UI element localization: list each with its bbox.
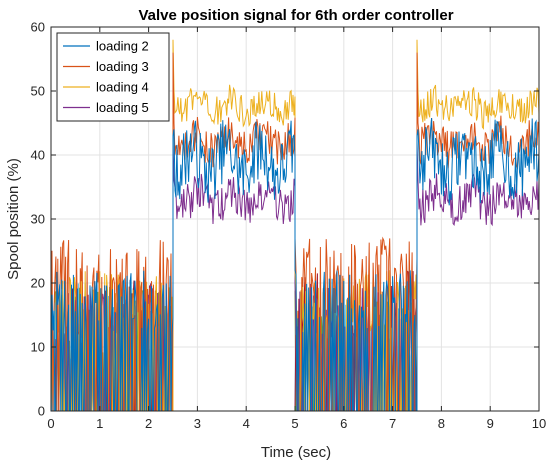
legend-label: loading 4 [96, 80, 149, 95]
x-tick-label: 10 [532, 416, 546, 431]
axes [50, 26, 540, 412]
x-tick-label: 7 [389, 416, 396, 431]
x-tick-label: 3 [194, 416, 201, 431]
y-tick-label: 60 [31, 20, 45, 35]
y-axis-label: Spool position (%) [5, 158, 22, 280]
legend-label: loading 3 [96, 59, 149, 74]
x-tick-label: 8 [438, 416, 445, 431]
x-axis-label: Time (sec) [261, 444, 331, 461]
x-tick-label: 5 [291, 416, 298, 431]
legend-label: loading 5 [96, 100, 149, 115]
tick-labels: 0 1 2 3 4 5 6 7 8 9 10 0 10 20 30 40 50 60 [31, 20, 547, 432]
y-tick-label: 10 [31, 340, 45, 355]
legend-label: loading 2 [96, 39, 149, 54]
x-tick-label: 6 [340, 416, 347, 431]
y-tick-label: 40 [31, 148, 45, 163]
y-tick-label: 50 [31, 84, 45, 99]
x-tick-label: 4 [243, 416, 250, 431]
chart-title: Valve position signal for 6th order cont… [138, 7, 453, 24]
legend: loading 2 loading 3 loading 4 loading 5 [56, 32, 170, 122]
x-tick-label: 0 [47, 416, 54, 431]
y-tick-label: 20 [31, 276, 45, 291]
x-tick-label: 9 [487, 416, 494, 431]
x-tick-label: 2 [145, 416, 152, 431]
series-line-loading-2 [50, 118, 540, 412]
legend-box [56, 32, 170, 122]
y-tick-label: 0 [38, 404, 45, 419]
y-tick-label: 30 [31, 212, 45, 227]
x-tick-label: 1 [96, 416, 103, 431]
